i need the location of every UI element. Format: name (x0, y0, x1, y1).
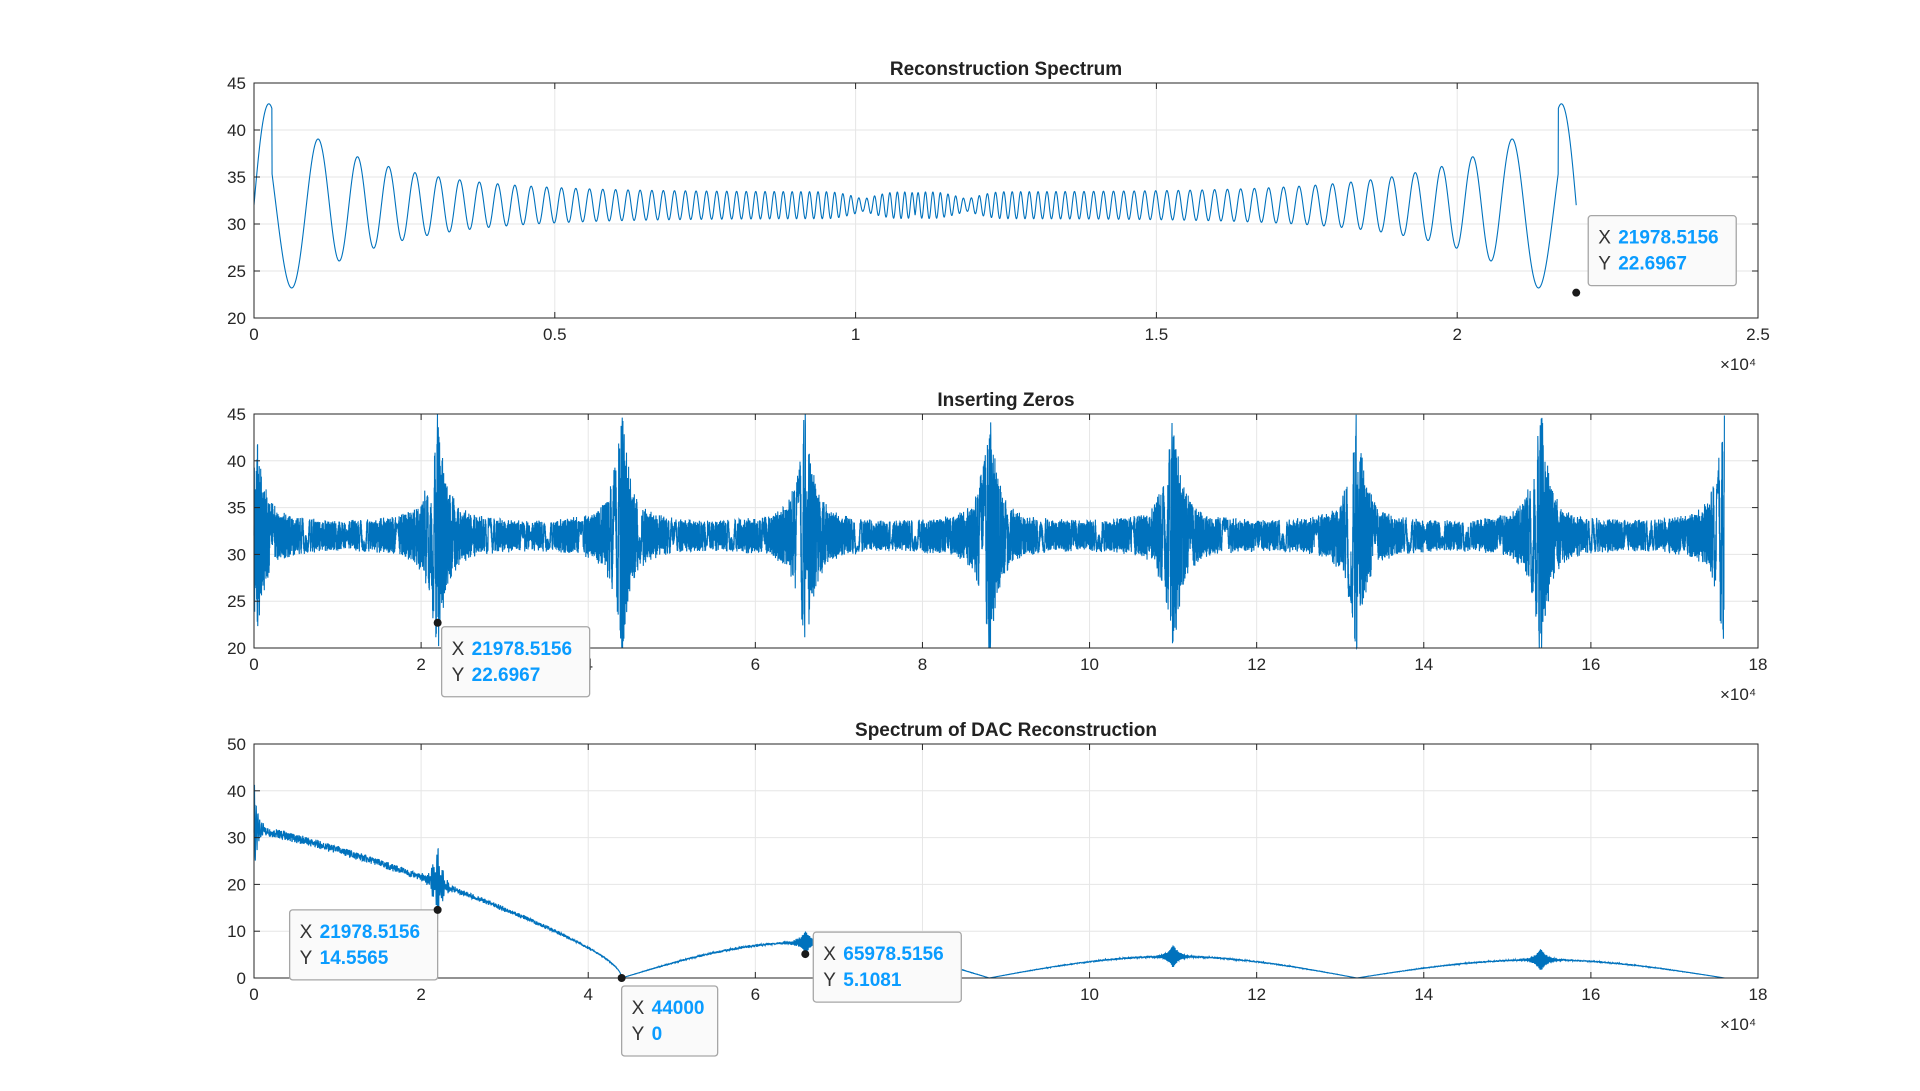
axes-background (254, 744, 1758, 978)
datatip-marker[interactable] (617, 974, 626, 982)
x-tick-label: 2 (416, 985, 425, 1004)
x-exponent-label: ×10⁴ (1720, 1015, 1756, 1034)
series-line (253, 103, 1577, 289)
datatip-marker[interactable] (1572, 288, 1581, 297)
datatip-y-value: 0 (652, 1024, 663, 1045)
x-tick-label: 10 (1080, 655, 1099, 674)
datatip-y-label: Y (300, 948, 313, 969)
datatip-x-value: 65978.5156 (843, 944, 943, 965)
datatip[interactable]: X 65978.5156 Y 5.1081 (801, 931, 962, 1003)
datatip-box (620, 985, 719, 1057)
datatip-x-value: 21978.5156 (1618, 228, 1718, 249)
datatip[interactable]: X 21978.5156 Y 14.5565 (288, 905, 442, 981)
x-tick-label: 2 (1452, 325, 1461, 344)
datatip-x-label: X (632, 998, 645, 1019)
x-exponent-label: ×10⁴ (1720, 355, 1756, 374)
chart-title: Reconstruction Spectrum (890, 59, 1122, 80)
y-tick-label: 20 (227, 875, 246, 894)
datatip-x-value: 44000 (652, 998, 705, 1019)
datatip-x-value: 21978.5156 (320, 922, 420, 943)
x-tick-label: 2 (416, 655, 425, 674)
x-tick-label: 1 (851, 325, 860, 344)
y-tick-label: 50 (227, 735, 246, 754)
x-tick-label: 8 (918, 655, 927, 674)
y-tick-label: 45 (227, 405, 246, 424)
x-tick-label: 6 (751, 655, 760, 674)
y-tick-label: 45 (227, 74, 246, 93)
datatip[interactable]: X 44000 Y 0 (617, 974, 719, 1057)
datatip-box (812, 931, 962, 1003)
y-tick-label: 40 (227, 121, 246, 140)
x-tick-label: 6 (751, 985, 760, 1004)
chart-title: Spectrum of DAC Reconstruction (855, 720, 1157, 741)
datatip-y-label: Y (823, 970, 836, 991)
datatip[interactable]: X 21978.5156 Y 22.6967 (433, 618, 591, 698)
x-tick-label: 14 (1414, 985, 1433, 1004)
x-tick-label: 16 (1581, 985, 1600, 1004)
y-tick-label: 10 (227, 922, 246, 941)
y-tick-label: 30 (227, 545, 246, 564)
x-tick-label: 0 (249, 985, 258, 1004)
datatip-y-label: Y (1598, 254, 1611, 275)
axes-frame (253, 82, 1759, 319)
datatip-x-label: X (452, 639, 465, 660)
x-tick-label: 1.5 (1145, 325, 1169, 344)
datatip-marker[interactable] (433, 905, 442, 914)
y-tick-label: 0 (237, 969, 246, 988)
x-exponent-label: ×10⁴ (1720, 685, 1756, 704)
x-tick-label: 18 (1749, 655, 1768, 674)
y-tick-label: 40 (227, 452, 246, 471)
datatip-y-label: Y (452, 665, 465, 686)
datatip-x-value: 21978.5156 (472, 639, 572, 660)
y-tick-label: 30 (227, 215, 246, 234)
y-tick-label: 20 (227, 639, 246, 658)
datatip-y-value: 14.5565 (320, 948, 389, 969)
x-tick-label: 18 (1749, 985, 1768, 1004)
x-tick-label: 0 (249, 325, 258, 344)
datatip-x-label: X (823, 944, 836, 965)
datatip[interactable]: X 21978.5156 Y 22.6967 (1572, 215, 1737, 297)
y-tick-label: 25 (227, 592, 246, 611)
datatip-y-value: 5.1081 (843, 970, 902, 991)
datatip-box (288, 909, 439, 981)
series-line (253, 413, 1725, 649)
chart-title: Inserting Zeros (937, 390, 1074, 411)
datatip-marker[interactable] (433, 618, 442, 627)
x-tick-label: 2.5 (1746, 325, 1770, 344)
subplot-2: 024681012141618202530354045×10⁴Inserting… (227, 390, 1767, 704)
x-tick-label: 14 (1414, 655, 1433, 674)
x-tick-label: 12 (1247, 985, 1266, 1004)
datatip-box (1587, 215, 1737, 287)
subplot-1: 0 0.5 1 1.5 2 2.5 20 25 30 35 40 45 ×10⁴ Reconstructi… (227, 59, 1770, 374)
datatip-box (440, 626, 591, 698)
x-tick-label: 0 (249, 655, 258, 674)
datatip-marker[interactable] (801, 950, 810, 959)
y-tick-label: 35 (227, 168, 246, 187)
datatip-y-value: 22.6967 (1618, 254, 1687, 275)
datatip-y-value: 22.6967 (472, 665, 541, 686)
y-tick-label: 20 (227, 309, 246, 328)
y-tick-label: 35 (227, 499, 246, 518)
y-tick-label: 25 (227, 262, 246, 281)
axes-frame (253, 743, 1759, 979)
x-tick-label: 0.5 (543, 325, 567, 344)
x-tick-label: 10 (1080, 985, 1099, 1004)
axes-frame (253, 413, 1759, 649)
x-tick-label: 16 (1581, 655, 1600, 674)
datatip-x-label: X (300, 922, 313, 943)
x-tick-label: 4 (583, 985, 592, 1004)
y-tick-label: 30 (227, 829, 246, 848)
y-tick-label: 40 (227, 782, 246, 801)
x-tick-label: 12 (1247, 655, 1266, 674)
axes-background (254, 83, 1758, 318)
datatip-x-label: X (1598, 228, 1611, 249)
datatip-y-label: Y (632, 1024, 645, 1045)
